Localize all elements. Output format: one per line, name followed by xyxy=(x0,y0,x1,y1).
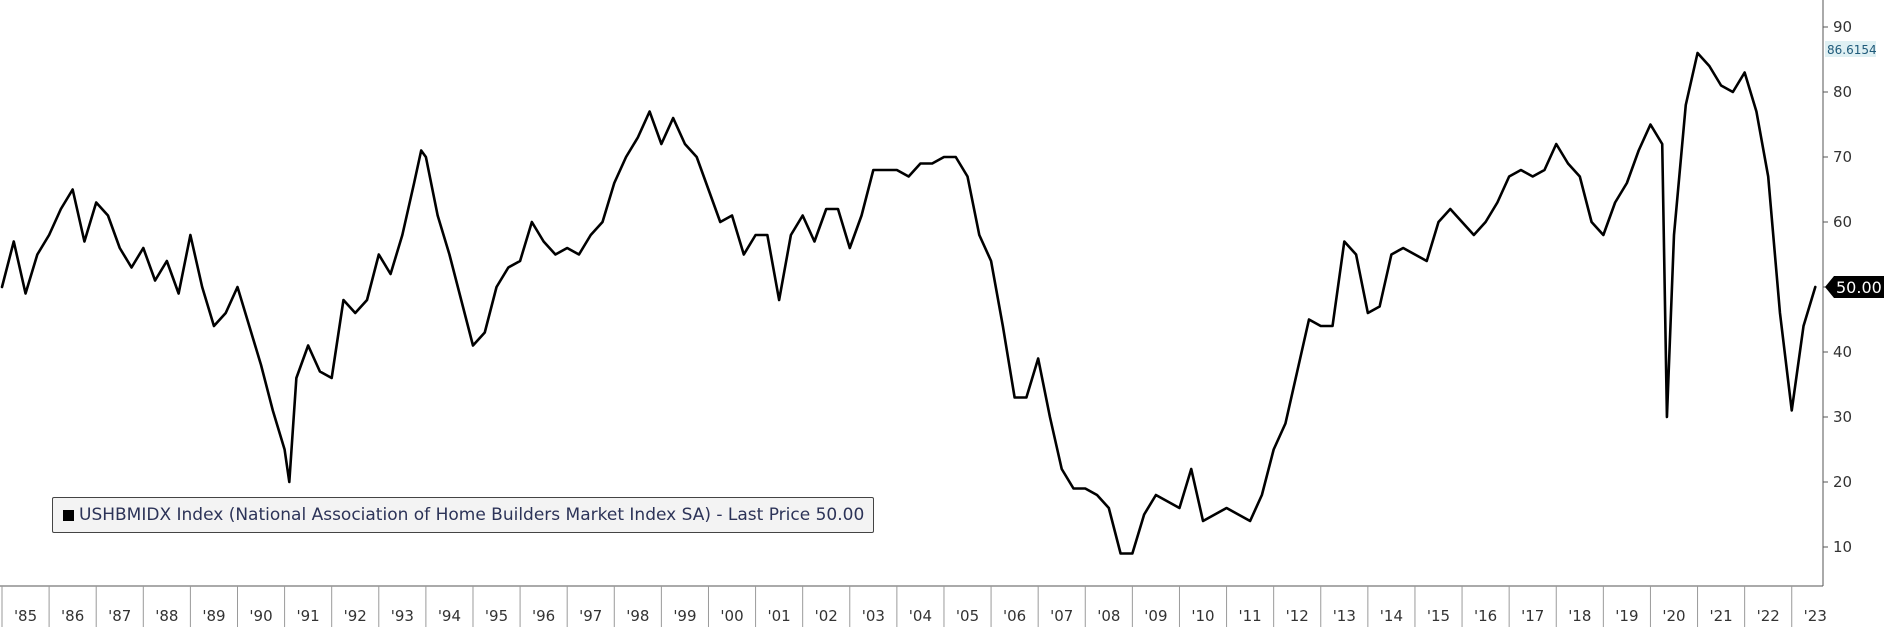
x-tick-label: '14 xyxy=(1380,607,1403,625)
x-tick-label: '92 xyxy=(344,607,367,625)
x-tick-label: '93 xyxy=(391,607,414,625)
x-tick-label: '97 xyxy=(579,607,602,625)
x-tick-label: '20 xyxy=(1662,607,1685,625)
series-line xyxy=(0,51,1817,555)
x-tick-label: '06 xyxy=(1003,607,1026,625)
x-tick-label: '95 xyxy=(485,607,508,625)
x-tick-label: '09 xyxy=(1144,607,1167,625)
x-tick-label: '99 xyxy=(673,607,696,625)
legend-label: USHBMIDX Index (National Association of … xyxy=(79,505,865,525)
y-tick-label: 60 xyxy=(1833,213,1852,231)
y-tick-label: 30 xyxy=(1833,408,1852,426)
x-tick-label: '96 xyxy=(532,607,555,625)
x-tick-label: '87 xyxy=(108,607,131,625)
legend: USHBMIDX Index (National Association of … xyxy=(52,497,875,533)
y-tick-label: 70 xyxy=(1833,148,1852,166)
x-tick-label: '94 xyxy=(438,607,461,625)
x-tick-label: '15 xyxy=(1427,607,1450,625)
x-tick-label: '07 xyxy=(1050,607,1073,625)
x-tick-label: '91 xyxy=(297,607,320,625)
x-tick-label: '18 xyxy=(1568,607,1591,625)
y-tick-label: 40 xyxy=(1833,343,1852,361)
x-tick-label: '86 xyxy=(61,607,84,625)
x-tick-label: '11 xyxy=(1238,607,1261,625)
x-tick-label: '89 xyxy=(202,607,225,625)
x-tick-label: '16 xyxy=(1474,607,1497,625)
y-tick-label: 20 xyxy=(1833,473,1852,491)
x-tick-label: '05 xyxy=(956,607,979,625)
x-tick-label: '19 xyxy=(1615,607,1638,625)
max-marker-bg xyxy=(1825,40,1876,57)
x-tick-label: '88 xyxy=(155,607,178,625)
x-tick-label: '10 xyxy=(1191,607,1214,625)
x-tick-label: '22 xyxy=(1757,607,1780,625)
x-tick-label: '12 xyxy=(1286,607,1309,625)
legend-swatch xyxy=(63,509,74,521)
max-marker-label: 86.6154 xyxy=(1827,43,1877,57)
x-tick-label: '23 xyxy=(1804,607,1827,625)
x-tick-label: '08 xyxy=(1097,607,1120,625)
x-tick-label: '02 xyxy=(815,607,838,625)
x-tick-label: '21 xyxy=(1709,607,1732,625)
y-tick-label: 80 xyxy=(1833,83,1852,101)
x-tick-label: '04 xyxy=(909,607,932,625)
y-tick-label: 10 xyxy=(1833,538,1852,556)
x-tick-label: '17 xyxy=(1521,607,1544,625)
y-tick-label: 90 xyxy=(1833,18,1852,36)
x-tick-label: '85 xyxy=(14,607,37,625)
x-tick-label: '01 xyxy=(768,607,791,625)
x-tick-label: '98 xyxy=(626,607,649,625)
last-price-tag xyxy=(1825,276,1884,298)
x-tick-label: '90 xyxy=(249,607,272,625)
x-tick-label: '03 xyxy=(862,607,885,625)
last-price-label: 50.00 xyxy=(1836,278,1882,297)
x-tick-label: '13 xyxy=(1333,607,1356,625)
x-tick-label: '00 xyxy=(720,607,743,625)
